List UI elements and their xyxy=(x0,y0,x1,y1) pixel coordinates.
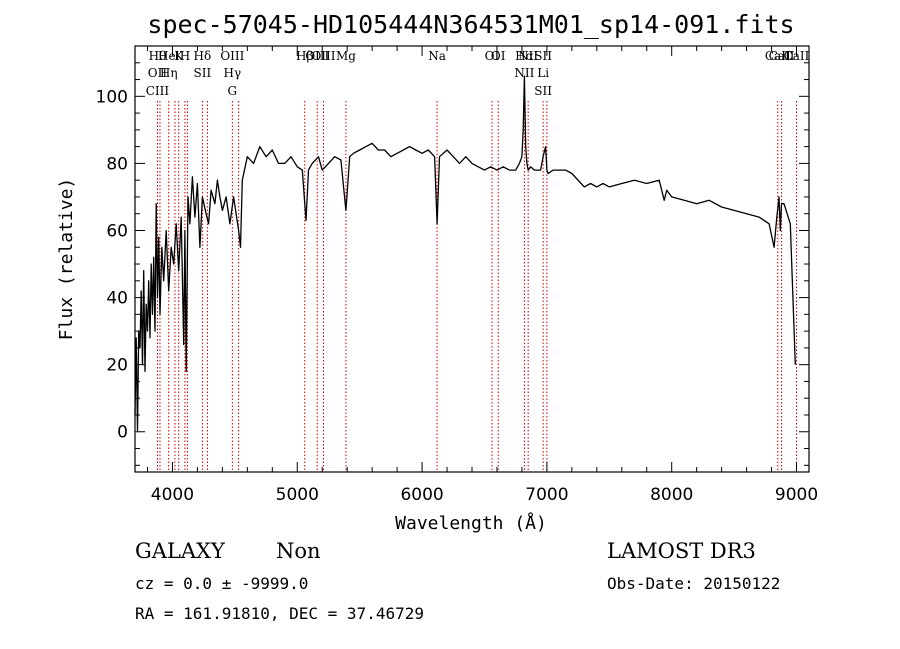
line-marker-label: OIII xyxy=(311,49,335,63)
x-tick-label: 8000 xyxy=(650,485,693,505)
y-tick-label: 40 xyxy=(106,289,128,309)
subclass: Non xyxy=(276,539,321,563)
line-marker-label: OI xyxy=(485,49,500,63)
line-marker-label: H xyxy=(180,49,190,63)
y-axis: 0 20 40 60 80 100 xyxy=(96,62,809,466)
x-tick-label: 9000 xyxy=(775,485,818,505)
x-axis-label: Wavelength (Å) xyxy=(395,512,547,534)
line-marker-label: OI xyxy=(491,49,506,63)
redshift-readout: cz = 0.0 ± -9999.0 xyxy=(135,574,308,593)
line-marker-label: SII xyxy=(194,66,212,80)
line-marker-label: CaII xyxy=(765,49,791,63)
survey-name: LAMOST DR3 xyxy=(607,539,756,563)
line-marker-label: Na xyxy=(428,49,446,63)
line-marker-label: Mg xyxy=(336,49,356,63)
line-marker-label: Li xyxy=(537,66,549,80)
line-marker-label: OIII xyxy=(305,49,329,63)
line-marker-label: SII xyxy=(534,49,552,63)
line-marker-label: Hel xyxy=(158,49,180,63)
y-tick-label: 20 xyxy=(106,356,128,376)
line-marker-label: Hγ xyxy=(224,66,242,80)
line-marker-label: OII xyxy=(148,66,168,80)
line-marker-label: Hα xyxy=(515,49,534,63)
spectrum-line xyxy=(134,75,796,433)
y-tick-label: 60 xyxy=(106,221,128,241)
x-tick-label: 6000 xyxy=(400,485,443,505)
obs-date: Obs-Date: 20150122 xyxy=(607,574,780,593)
line-marker-label: CIII xyxy=(146,84,170,98)
y-tick-label: 0 xyxy=(117,423,128,443)
line-marker-label: Hβ xyxy=(296,49,313,63)
plot-frame xyxy=(134,45,810,473)
chart-title: spec-57045-HD105444N364531M01_sp14-091.f… xyxy=(147,10,794,39)
line-marker-label: NII xyxy=(514,66,534,80)
line-marker-label: CaII xyxy=(769,49,795,63)
line-marker-label: Hη xyxy=(160,66,178,80)
y-tick-label: 80 xyxy=(106,154,128,174)
spectrum-series xyxy=(134,75,796,433)
y-axis-label: Flux (relative) xyxy=(56,178,77,341)
coordinates: RA = 161.91810, DEC = 37.46729 xyxy=(135,604,424,623)
line-marker-label: SII xyxy=(534,84,552,98)
x-axis: 4000 5000 6000 7000 8000 9000 xyxy=(146,46,818,505)
line-marker-label: Hθ xyxy=(149,49,167,63)
line-marker-label: K xyxy=(174,49,184,63)
line-marker-label: OIII xyxy=(220,49,244,63)
x-tick-label: 7000 xyxy=(525,485,568,505)
y-tick-label: 100 xyxy=(96,87,128,107)
x-tick-label: 4000 xyxy=(151,485,194,505)
object-class: GALAXY xyxy=(135,539,226,563)
line-marker-label: G xyxy=(228,84,238,98)
line-marker-label: Hδ xyxy=(194,49,212,63)
x-tick-label: 5000 xyxy=(276,485,319,505)
line-marker-label: NII xyxy=(518,49,538,63)
